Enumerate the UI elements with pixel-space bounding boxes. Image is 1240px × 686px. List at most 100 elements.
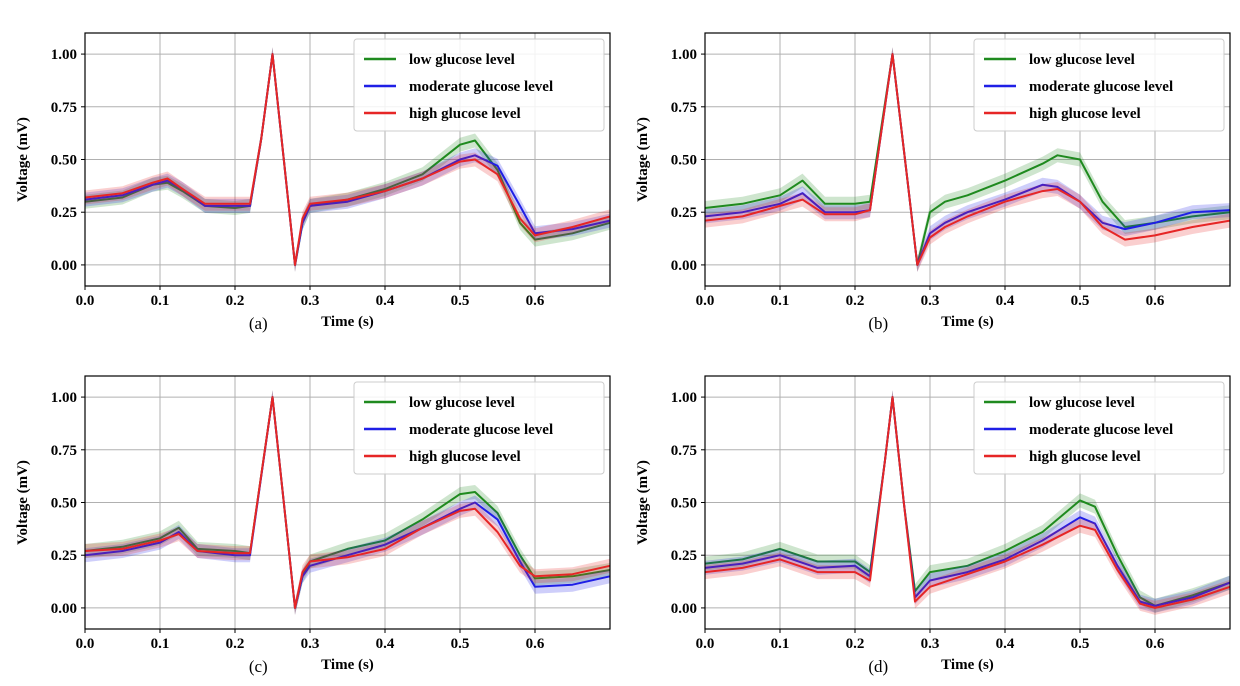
chart-d-ytick-label: 0.00 <box>671 601 697 617</box>
chart-b-xtick-label: 0.4 <box>996 293 1015 309</box>
ecg-chart-b: 0.0 0.1 0.2 0.3 0.4 0.5 0.6 0.00 0.25 0.50 0.75 1.0… <box>635 32 1231 333</box>
chart-b-ytick-label: 0.25 <box>671 205 697 221</box>
chart-d-legend-label-low: low glucose level <box>1029 395 1135 411</box>
chart-c-xtick-label: 0.0 <box>76 636 95 652</box>
chart-a-panel-label: (a) <box>249 314 268 333</box>
chart-d-panel-label: (d) <box>868 657 888 676</box>
chart-d-ytick-label: 1.00 <box>671 390 697 406</box>
chart-b-xtick-label: 0.0 <box>696 293 715 309</box>
chart-c-xlabel: Time (s) <box>321 657 374 673</box>
chart-c-xtick-label: 0.4 <box>376 636 395 652</box>
chart-a-legend-label-high: high glucose level <box>409 106 521 122</box>
chart-d-xtick-label: 0.0 <box>696 636 715 652</box>
chart-c-xtick-label: 0.5 <box>451 636 470 652</box>
chart-c-ytick-label: 1.00 <box>51 390 77 406</box>
chart-c-frame <box>84 375 611 630</box>
chart-a-xtick-label: 0.5 <box>451 293 470 309</box>
chart-c-band-moderate <box>85 390 610 615</box>
chart-c-line-high <box>84 396 611 609</box>
panel-d: 0.0 0.1 0.2 0.3 0.4 0.5 0.6 0.00 0.25 0.50 0.75 1.0… <box>620 343 1240 686</box>
chart-a-line-high <box>84 53 611 266</box>
chart-a-xtick-label: 0.6 <box>526 293 545 309</box>
chart-a-legend-label-moderate: moderate glucose level <box>409 79 553 95</box>
chart-d-xtick-label: 0.5 <box>1071 636 1090 652</box>
chart-c-xtick-label: 0.6 <box>526 636 545 652</box>
chart-a-xtick-label: 0.4 <box>376 293 395 309</box>
chart-b-line-high <box>704 53 1231 266</box>
chart-b-band-high <box>705 47 1230 272</box>
chart-c-ytick-label: 0.75 <box>51 443 77 459</box>
chart-b-band-moderate <box>705 47 1230 272</box>
chart-c-ytick-label: 0.00 <box>51 601 77 617</box>
chart-d-xtick-label: 0.6 <box>1146 636 1165 652</box>
chart-b-legend <box>973 38 1225 132</box>
chart-d-legend-label-high: high glucose level <box>1029 449 1141 465</box>
chart-b-xtick-label: 0.2 <box>846 293 865 309</box>
ecg-chart-a: 0.0 0.1 0.2 0.3 0.4 0.5 0.6 0.00 0.25 0.50 0.75 1.0… <box>15 32 611 333</box>
chart-d-band-low <box>705 390 1230 613</box>
chart-c-ytick-label: 0.50 <box>51 496 77 512</box>
chart-a-ylabel: Voltage (mV) <box>15 117 31 202</box>
chart-a-ytick-label: 0.00 <box>51 258 77 274</box>
chart-a-ytick-label: 0.75 <box>51 100 77 116</box>
chart-a-ytick-label: 0.25 <box>51 205 77 221</box>
chart-a-ytick-label: 0.50 <box>51 153 77 169</box>
chart-c-ytick-label: 0.25 <box>51 548 77 564</box>
chart-a-legend <box>353 38 605 132</box>
chart-c-legend-label-high: high glucose level <box>409 449 521 465</box>
chart-b-ytick-label: 1.00 <box>671 47 697 63</box>
panel-b: 0.0 0.1 0.2 0.3 0.4 0.5 0.6 0.00 0.25 0.50 0.75 1.0… <box>620 0 1240 343</box>
chart-b-line-low <box>704 53 1231 266</box>
chart-c-xtick-label: 0.2 <box>226 636 245 652</box>
chart-c-ylabel: Voltage (mV) <box>15 460 31 545</box>
chart-b-ytick-label: 0.00 <box>671 258 697 274</box>
chart-c-band-high <box>85 390 610 615</box>
chart-b-xtick-label: 0.5 <box>1071 293 1090 309</box>
chart-b-xtick-label: 0.3 <box>921 293 940 309</box>
chart-c-xtick-label: 0.1 <box>151 636 170 652</box>
chart-d-ylabel: Voltage (mV) <box>635 460 651 545</box>
chart-b-line-moderate <box>704 53 1231 266</box>
chart-a-xtick-label: 0.1 <box>151 293 170 309</box>
chart-c-legend-label-moderate: moderate glucose level <box>409 422 553 438</box>
chart-d-xtick-label: 0.2 <box>846 636 865 652</box>
chart-d-xtick-label: 0.4 <box>996 636 1015 652</box>
chart-d-legend <box>973 381 1225 475</box>
panel-c: 0.0 0.1 0.2 0.3 0.4 0.5 0.6 0.00 0.25 0.50 0.75 1.0… <box>0 343 620 686</box>
chart-b-ytick-label: 0.50 <box>671 153 697 169</box>
chart-d-frame <box>704 375 1231 630</box>
chart-b-xtick-label: 0.1 <box>771 293 790 309</box>
chart-c-xtick-label: 0.3 <box>301 636 320 652</box>
chart-d-ytick-label: 0.50 <box>671 496 697 512</box>
chart-d-ytick-label: 0.25 <box>671 548 697 564</box>
chart-c-line-low <box>84 396 611 609</box>
chart-d-xtick-label: 0.3 <box>921 636 940 652</box>
chart-b-legend-label-low: low glucose level <box>1029 52 1135 68</box>
chart-a-xtick-label: 0.0 <box>76 293 95 309</box>
chart-b-xtick-label: 0.6 <box>1146 293 1165 309</box>
chart-a-xtick-label: 0.3 <box>301 293 320 309</box>
chart-d-band-moderate <box>705 390 1230 613</box>
chart-d-xlabel: Time (s) <box>941 657 994 673</box>
chart-d-line-moderate <box>704 396 1231 607</box>
chart-c-legend-label-low: low glucose level <box>409 395 515 411</box>
ecg-chart-d: 0.0 0.1 0.2 0.3 0.4 0.5 0.6 0.00 0.25 0.50 0.75 1.0… <box>635 375 1231 676</box>
chart-b-ylabel: Voltage (mV) <box>635 117 651 202</box>
chart-a-xtick-label: 0.2 <box>226 293 245 309</box>
chart-d-legend-label-moderate: moderate glucose level <box>1029 422 1173 438</box>
chart-a-legend-label-low: low glucose level <box>409 52 515 68</box>
chart-b-xlabel: Time (s) <box>941 314 994 330</box>
chart-b-legend-label-high: high glucose level <box>1029 106 1141 122</box>
panel-a: 0.0 0.1 0.2 0.3 0.4 0.5 0.6 0.00 0.25 0.50 0.75 1.0… <box>0 0 620 343</box>
ecg-chart-c: 0.0 0.1 0.2 0.3 0.4 0.5 0.6 0.00 0.25 0.50 0.75 1.0… <box>15 375 611 676</box>
chart-d-line-low <box>704 396 1231 607</box>
chart-b-frame <box>704 32 1231 287</box>
chart-d-ytick-label: 0.75 <box>671 443 697 459</box>
chart-b-panel-label: (b) <box>868 314 888 333</box>
chart-b-ytick-label: 0.75 <box>671 100 697 116</box>
chart-a-xlabel: Time (s) <box>321 314 374 330</box>
chart-d-xtick-label: 0.1 <box>771 636 790 652</box>
chart-d-line-high <box>704 396 1231 609</box>
chart-b-legend-label-moderate: moderate glucose level <box>1029 79 1173 95</box>
chart-c-legend <box>353 381 605 475</box>
